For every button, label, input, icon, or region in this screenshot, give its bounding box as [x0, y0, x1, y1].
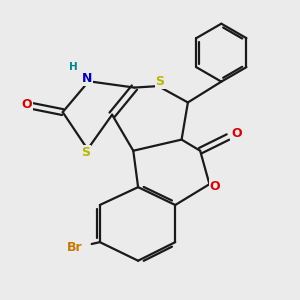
Text: S: S [155, 75, 164, 88]
Text: H: H [69, 62, 77, 72]
Text: O: O [21, 98, 32, 111]
Text: Br: Br [67, 241, 83, 254]
Text: O: O [231, 127, 242, 140]
Text: O: O [210, 179, 220, 193]
Text: S: S [81, 146, 90, 160]
Text: N: N [82, 72, 92, 85]
